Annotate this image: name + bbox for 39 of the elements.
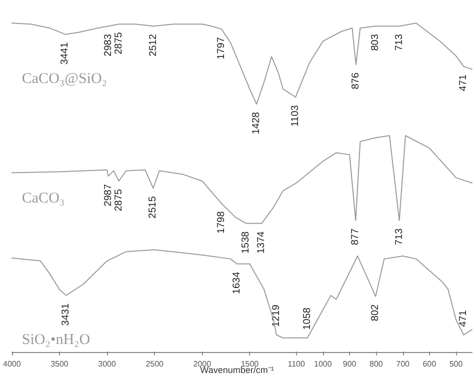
annotation: 1103 bbox=[290, 104, 302, 127]
series-label: CaCO₃ bbox=[22, 190, 65, 206]
x-tick-label: 900 bbox=[342, 360, 357, 368]
x-tick-label: 3500 bbox=[50, 360, 69, 368]
annotation: 1538 bbox=[240, 230, 252, 254]
annotation: 2515 bbox=[148, 196, 159, 218]
annotation: 1634 bbox=[231, 271, 242, 294]
annotation: 713 bbox=[394, 228, 405, 246]
x-tick-label: 4000 bbox=[3, 360, 22, 368]
annotation: 2512 bbox=[148, 34, 159, 56]
annotation: 471 bbox=[458, 310, 470, 327]
annotation: 1428 bbox=[251, 112, 262, 134]
annotation: 1374 bbox=[256, 230, 268, 254]
annotation: 2987 bbox=[102, 184, 114, 206]
annotation: 471 bbox=[458, 74, 470, 92]
annotation: 1798 bbox=[216, 210, 227, 234]
x-tick-label: 500 bbox=[449, 360, 464, 368]
x-tick-label: 700 bbox=[396, 360, 410, 368]
x-tick-label: 1000 bbox=[314, 360, 332, 368]
annotation: 3441 bbox=[60, 42, 71, 65]
text: SiO₂•nH₂O bbox=[22, 332, 90, 348]
text: CaCO₃@SiO₂ bbox=[22, 70, 108, 87]
x-tick-label: 800 bbox=[369, 360, 384, 368]
annotation: 876 bbox=[350, 72, 362, 90]
annotation: 1058 bbox=[302, 307, 313, 330]
annotation: 2875 bbox=[113, 32, 124, 54]
x-tick-label: 1100 bbox=[288, 360, 306, 368]
annotation: 802 bbox=[370, 304, 382, 322]
annotation: 803 bbox=[370, 34, 381, 51]
annotation: 1797 bbox=[216, 36, 227, 60]
x-tick-label: 2500 bbox=[146, 360, 164, 368]
annotation: 713 bbox=[394, 34, 405, 51]
annotation: 2983 bbox=[103, 34, 114, 56]
x-tick-label: 3000 bbox=[98, 360, 116, 368]
annotation: 2875 bbox=[113, 188, 124, 212]
annotation: 1219 bbox=[270, 304, 282, 327]
annotation: 877 bbox=[350, 228, 362, 246]
x-tick-label: 600 bbox=[422, 360, 437, 368]
annotation: 3431 bbox=[60, 303, 72, 326]
